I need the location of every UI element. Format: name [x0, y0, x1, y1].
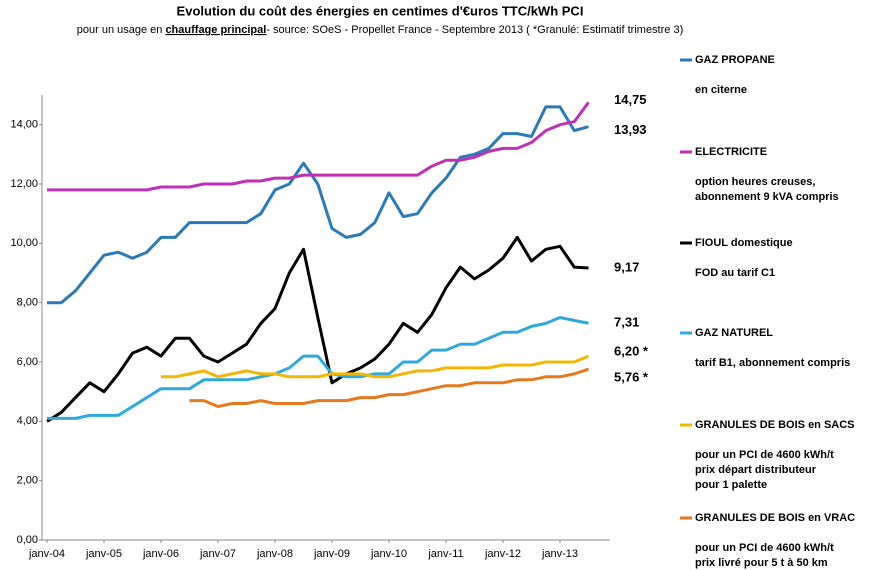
y-tick-label: 12,00 [10, 178, 38, 190]
x-tick-label: janv-13 [541, 548, 578, 560]
legend-description: abonnement 9 kVA compris [695, 191, 839, 203]
legend-description: prix départ distributeur [695, 464, 817, 476]
legend-label: FIOUL domestique [695, 237, 793, 249]
y-tick-label: 6,00 [17, 356, 38, 368]
data-label: 13,93 [614, 122, 647, 137]
data-label: 14,75 [614, 92, 647, 107]
x-tick-label: janv-12 [484, 548, 521, 560]
series-line [161, 354, 590, 379]
series-line [46, 235, 589, 423]
x-tick-label: janv-08 [256, 548, 293, 560]
legend-description: en citerne [695, 84, 747, 96]
series-line [189, 367, 589, 408]
data-label: 6,20 * [614, 344, 649, 359]
x-tick-label: janv-07 [199, 548, 236, 560]
legend-description: option heures creuses, [695, 176, 815, 188]
series-line [47, 316, 589, 420]
legend-description: pour un PCI de 4600 kWh/t [695, 449, 834, 461]
data-label: 9,17 [614, 259, 639, 274]
x-tick-label: janv-06 [142, 548, 179, 560]
legend-label: GAZ NATUREL [695, 327, 773, 339]
legend-description: pour un PCI de 4600 kWh/t [695, 542, 834, 554]
subtitle-part: chauffage principal [165, 24, 266, 36]
x-tick-label: janv-11 [427, 548, 463, 560]
y-tick-label: 14,00 [10, 119, 38, 131]
subtitle-part: - source: SOeS - Propellet France - Sept… [266, 24, 683, 36]
legend-label: GRANULES DE BOIS en VRAC [695, 512, 855, 524]
y-tick-label: 4,00 [17, 415, 38, 427]
series-line [47, 101, 590, 192]
x-tick-label: janv-09 [313, 548, 350, 560]
legend-label: GAZ PROPANE [695, 54, 775, 66]
series-line [47, 105, 589, 305]
legend-label: ELECTRICITE [695, 146, 767, 158]
legend-description: FOD au tarif C1 [695, 267, 775, 279]
y-tick-label: 0,00 [17, 534, 38, 546]
x-tick-label: janv-04 [28, 548, 65, 560]
x-tick-label: janv-10 [370, 548, 407, 560]
x-tick-label: janv-05 [85, 548, 122, 560]
chart-subtitle: pour un usage en chauffage principal- so… [77, 24, 683, 36]
y-tick-label: 8,00 [17, 297, 38, 309]
legend-description: tarif B1, abonnement compris [695, 357, 850, 369]
subtitle-part: pour un usage en [77, 24, 166, 36]
y-tick-label: 2,00 [17, 475, 38, 487]
y-tick-label: 10,00 [10, 237, 38, 249]
data-label: 5,76 * [614, 370, 649, 385]
data-label: 7,31 [614, 315, 639, 330]
legend-description: pour 1 palette [695, 479, 767, 491]
legend-description: prix livré pour 5 t à 50 km [695, 557, 828, 569]
chart-title: Evolution du coût des énergies en centim… [177, 3, 584, 18]
legend-label: GRANULES DE BOIS en SACS [695, 419, 855, 431]
